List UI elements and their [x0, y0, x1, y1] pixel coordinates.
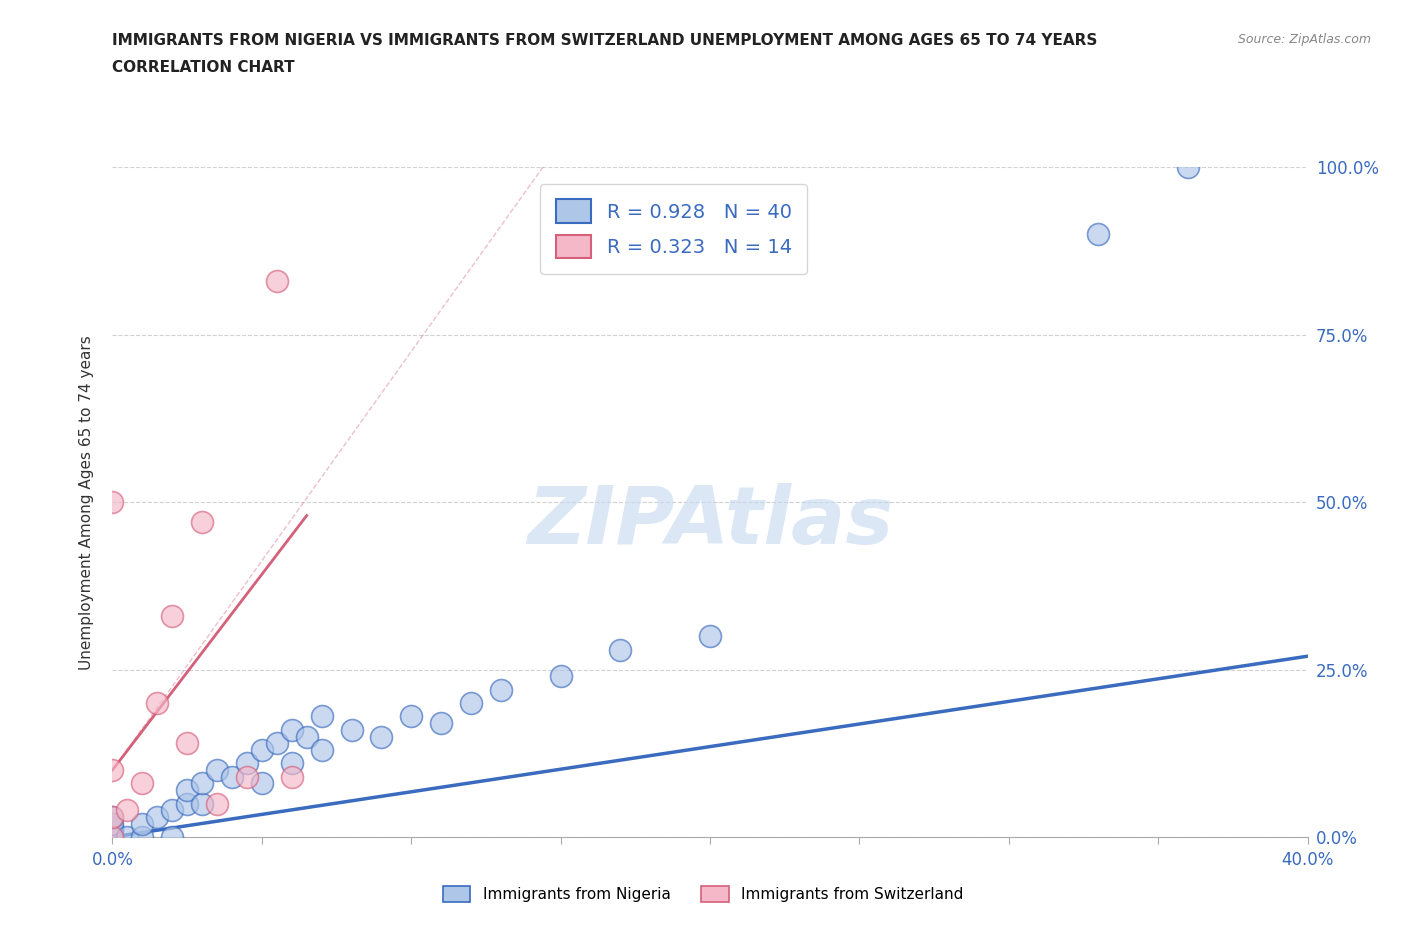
Point: [460, 696, 482, 711]
Point: [162, 830, 183, 844]
Point: [176, 783, 198, 798]
Point: [250, 742, 273, 757]
Point: [101, 817, 124, 831]
Text: ZIPAtlas: ZIPAtlas: [527, 484, 893, 562]
Point: [146, 696, 169, 711]
Point: [266, 273, 288, 288]
Point: [205, 763, 228, 777]
Point: [281, 769, 304, 784]
Point: [311, 742, 333, 757]
Point: [146, 809, 169, 824]
Point: [176, 796, 198, 811]
Point: [295, 729, 318, 744]
Point: [236, 769, 259, 784]
Point: [550, 669, 572, 684]
Point: [311, 709, 333, 724]
Point: [162, 803, 183, 817]
Text: CORRELATION CHART: CORRELATION CHART: [112, 60, 295, 75]
Point: [489, 683, 512, 698]
Point: [1087, 227, 1109, 242]
Point: [401, 709, 423, 724]
Point: [266, 736, 288, 751]
Point: [430, 716, 453, 731]
Point: [101, 809, 124, 824]
Point: [117, 830, 139, 844]
Point: [176, 736, 198, 751]
Point: [131, 776, 153, 790]
Point: [281, 723, 304, 737]
Point: [236, 756, 259, 771]
Point: [101, 826, 124, 841]
Point: [221, 769, 243, 784]
Text: Source: ZipAtlas.com: Source: ZipAtlas.com: [1237, 33, 1371, 46]
Y-axis label: Unemployment Among Ages 65 to 74 years: Unemployment Among Ages 65 to 74 years: [79, 335, 94, 670]
Point: [101, 819, 124, 834]
Point: [101, 823, 124, 838]
Point: [101, 809, 124, 824]
Point: [101, 830, 124, 844]
Point: [699, 629, 721, 644]
Legend: R = 0.928   N = 40, R = 0.323   N = 14: R = 0.928 N = 40, R = 0.323 N = 14: [540, 184, 807, 274]
Point: [250, 776, 273, 790]
Point: [162, 608, 183, 623]
Point: [191, 515, 214, 530]
Point: [1177, 160, 1199, 175]
Point: [101, 830, 124, 844]
Legend: Immigrants from Nigeria, Immigrants from Switzerland: Immigrants from Nigeria, Immigrants from…: [437, 880, 969, 909]
Point: [117, 803, 139, 817]
Point: [101, 830, 124, 844]
Point: [370, 729, 392, 744]
Point: [205, 796, 228, 811]
Point: [191, 796, 214, 811]
Text: IMMIGRANTS FROM NIGERIA VS IMMIGRANTS FROM SWITZERLAND UNEMPLOYMENT AMONG AGES 6: IMMIGRANTS FROM NIGERIA VS IMMIGRANTS FR…: [112, 33, 1098, 47]
Point: [101, 830, 124, 844]
Point: [131, 830, 153, 844]
Point: [340, 723, 363, 737]
Point: [191, 776, 214, 790]
Point: [609, 642, 631, 657]
Point: [101, 763, 124, 777]
Point: [281, 756, 304, 771]
Point: [101, 495, 124, 510]
Point: [131, 817, 153, 831]
